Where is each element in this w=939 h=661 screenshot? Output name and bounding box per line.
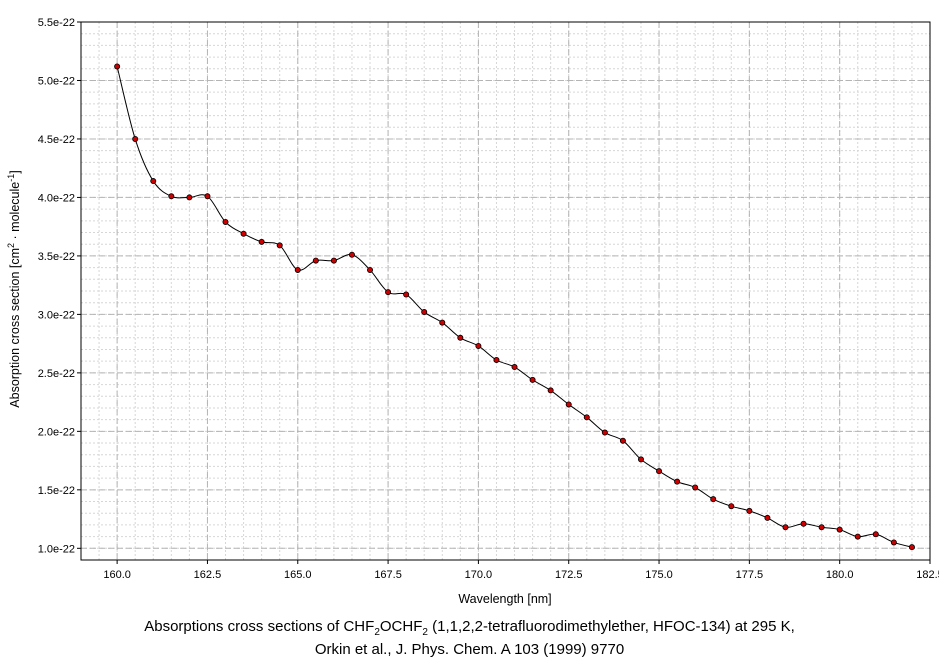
x-tick-label: 177.5 [736, 569, 764, 581]
grid [80, 21, 931, 561]
data-point [710, 496, 717, 503]
data-point [150, 178, 157, 185]
data-point [258, 238, 265, 245]
x-tick-label: 175.0 [645, 569, 673, 581]
x-axis-ticks: 160.0 162.5 165.0 167.5 170.0 172.5 175.0 177.5… [103, 560, 939, 581]
x-tick-label: 172.5 [555, 569, 583, 581]
data-point [511, 364, 518, 371]
data-point [330, 257, 337, 264]
y-tick-label: 4.0e-22 [38, 192, 75, 204]
data-point [168, 193, 175, 200]
data-point [746, 507, 753, 514]
data-point [854, 533, 861, 540]
y-axis-title: Absorption cross section [cm2 · molecule… [6, 170, 22, 407]
x-tick-label: 182.5 [916, 569, 939, 581]
y-tick-label: 1.0e-22 [38, 543, 75, 555]
data-point [601, 429, 608, 436]
data-point [421, 309, 428, 316]
data-point [222, 218, 229, 225]
y-tick-label: 5.5e-22 [38, 17, 75, 29]
data-point [240, 230, 247, 237]
data-point [872, 531, 879, 538]
data-point [348, 251, 355, 258]
chart-caption-line1: Absorptions cross sections of CHF2OCHF2 … [144, 618, 795, 638]
y-axis-ticks: 1.0e-22 1.5e-22 2.0e-22 2.5e-22 3.0e-22 3.5e-… [38, 17, 81, 555]
data-point [619, 437, 626, 444]
x-tick-label: 160.0 [103, 569, 131, 581]
data-point [782, 524, 789, 531]
x-tick-label: 165.0 [284, 569, 312, 581]
data-point [312, 257, 319, 264]
data-point [656, 468, 663, 475]
y-tick-label: 5.0e-22 [38, 75, 75, 87]
data-point [692, 484, 699, 491]
data-point [457, 334, 464, 341]
chart-caption-line2: Orkin et al., J. Phys. Chem. A 103 (1999… [314, 641, 625, 658]
data-point [583, 414, 590, 421]
data-point [529, 376, 536, 383]
data-point [294, 266, 301, 273]
data-point [132, 135, 139, 142]
data-point [475, 342, 482, 349]
x-axis-title: Wavelength [nm] [458, 592, 551, 606]
data-point [890, 539, 897, 546]
data-point [403, 291, 410, 298]
axes [80, 21, 931, 561]
data-point [728, 503, 735, 510]
y-tick-label: 2.0e-22 [38, 426, 75, 438]
data-point [836, 526, 843, 533]
y-tick-label: 1.5e-22 [38, 485, 75, 497]
data-point [565, 401, 572, 408]
data-point [367, 266, 374, 273]
data-point [276, 242, 283, 249]
data-point [114, 63, 121, 70]
x-tick-label: 167.5 [374, 569, 402, 581]
data-point [439, 319, 446, 326]
data-series [114, 63, 915, 551]
plot-frame [80, 21, 931, 561]
y-tick-label: 3.5e-22 [38, 251, 75, 263]
x-tick-label: 180.0 [826, 569, 854, 581]
y-tick-label: 2.5e-22 [38, 368, 75, 380]
y-tick-label: 4.5e-22 [38, 134, 75, 146]
data-point [818, 524, 825, 531]
data-point [764, 514, 771, 521]
data-point [908, 544, 915, 551]
data-point [493, 357, 500, 364]
x-tick-label: 162.5 [194, 569, 222, 581]
data-point [547, 387, 554, 394]
data-point [800, 520, 807, 527]
data-point [385, 289, 392, 296]
x-tick-label: 170.0 [465, 569, 493, 581]
data-point [674, 478, 681, 485]
y-tick-label: 3.0e-22 [38, 309, 75, 321]
data-point [186, 194, 193, 201]
data-point [204, 193, 211, 200]
data-point [637, 456, 644, 463]
